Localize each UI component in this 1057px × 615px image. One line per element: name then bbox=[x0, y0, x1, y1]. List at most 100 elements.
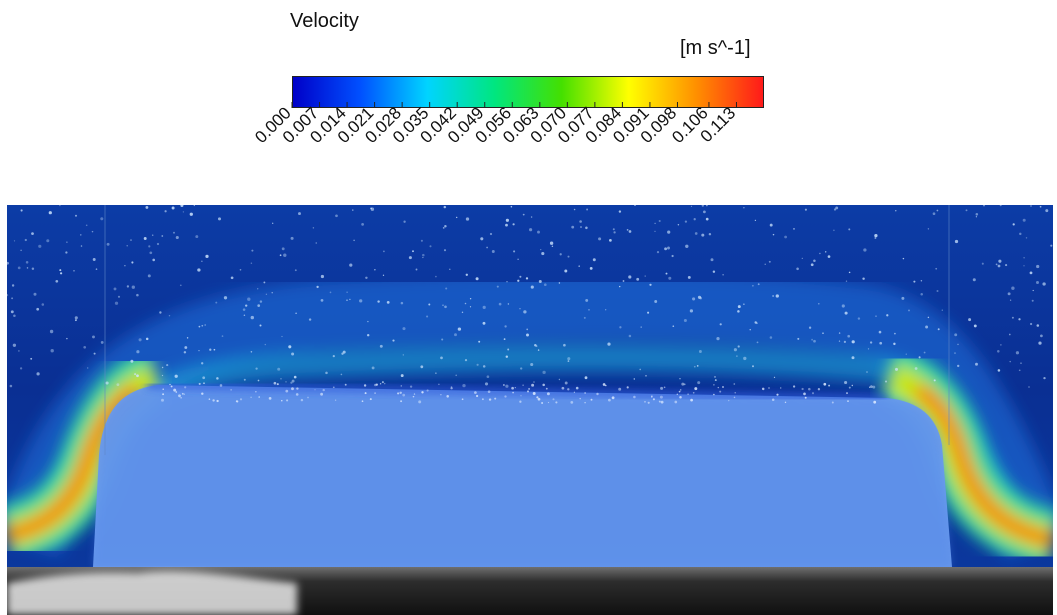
particle bbox=[831, 401, 834, 404]
particle bbox=[714, 379, 717, 382]
particle bbox=[1000, 344, 1002, 346]
particle bbox=[570, 401, 574, 404]
particle bbox=[813, 259, 816, 262]
particle bbox=[1039, 205, 1042, 208]
particle bbox=[957, 364, 960, 368]
particle bbox=[757, 283, 760, 286]
particle bbox=[469, 306, 472, 308]
particle bbox=[844, 380, 848, 385]
particle bbox=[239, 398, 243, 401]
particle bbox=[660, 400, 664, 404]
particle bbox=[491, 250, 495, 253]
particle bbox=[895, 210, 897, 212]
particle bbox=[486, 375, 490, 379]
particle bbox=[801, 387, 804, 391]
particle bbox=[663, 386, 666, 389]
particle bbox=[505, 384, 509, 388]
particle bbox=[645, 375, 647, 377]
particle bbox=[526, 333, 529, 337]
particle bbox=[823, 382, 827, 386]
particle bbox=[667, 246, 670, 250]
particle bbox=[161, 398, 164, 402]
particle bbox=[340, 373, 343, 376]
particle bbox=[307, 396, 309, 399]
particle bbox=[124, 264, 126, 267]
particle bbox=[402, 354, 404, 356]
particle bbox=[281, 247, 285, 251]
particle bbox=[634, 205, 636, 206]
particle bbox=[230, 276, 234, 280]
particle bbox=[346, 291, 348, 294]
colorbar bbox=[292, 76, 764, 108]
particle bbox=[216, 399, 219, 403]
particle bbox=[690, 205, 693, 208]
particle bbox=[400, 385, 403, 387]
particle bbox=[997, 264, 1001, 268]
particle bbox=[647, 401, 650, 404]
particle bbox=[134, 373, 137, 376]
particle bbox=[475, 277, 479, 281]
particle bbox=[145, 205, 149, 209]
particle bbox=[851, 356, 855, 360]
particle bbox=[1023, 257, 1025, 259]
particle bbox=[46, 239, 50, 243]
particle bbox=[212, 399, 215, 402]
particle bbox=[268, 397, 272, 400]
particle bbox=[756, 341, 759, 344]
particle bbox=[31, 232, 34, 235]
particle bbox=[549, 241, 554, 245]
particle bbox=[147, 274, 151, 278]
particle bbox=[496, 285, 499, 288]
particle bbox=[41, 303, 45, 306]
particle bbox=[285, 381, 287, 383]
particle bbox=[847, 334, 851, 338]
particle bbox=[259, 324, 262, 327]
particle bbox=[920, 280, 923, 282]
particle bbox=[286, 399, 289, 402]
particle bbox=[12, 343, 17, 347]
particle bbox=[736, 355, 738, 357]
particle bbox=[1005, 264, 1008, 267]
particle bbox=[276, 383, 279, 386]
particle bbox=[613, 231, 616, 234]
particle bbox=[660, 386, 664, 390]
particle bbox=[250, 396, 252, 399]
particle bbox=[152, 258, 156, 262]
current-interface bbox=[146, 382, 888, 401]
particle bbox=[968, 318, 972, 322]
particle bbox=[285, 389, 289, 393]
particle bbox=[998, 259, 1002, 263]
particle bbox=[658, 400, 661, 403]
particle bbox=[752, 284, 754, 287]
particle bbox=[131, 261, 134, 264]
particle bbox=[561, 386, 565, 390]
particle bbox=[290, 381, 293, 384]
particle bbox=[480, 237, 484, 241]
particle bbox=[914, 367, 918, 370]
particle bbox=[204, 324, 207, 326]
particle bbox=[838, 332, 841, 334]
particle bbox=[884, 380, 888, 383]
particle bbox=[435, 372, 437, 374]
particle bbox=[667, 230, 671, 234]
particle bbox=[954, 333, 958, 337]
particle bbox=[1036, 281, 1039, 284]
particle bbox=[808, 326, 812, 329]
particle bbox=[359, 299, 363, 303]
particle bbox=[901, 296, 905, 300]
particle bbox=[752, 365, 754, 368]
particle bbox=[131, 285, 135, 289]
particle bbox=[314, 389, 316, 391]
particle bbox=[743, 356, 747, 361]
particle bbox=[209, 348, 212, 351]
particle bbox=[862, 277, 865, 280]
particle bbox=[445, 287, 448, 290]
particle bbox=[498, 302, 502, 306]
particle bbox=[927, 228, 930, 230]
particle bbox=[161, 374, 164, 377]
particle bbox=[183, 351, 187, 354]
particle bbox=[402, 327, 406, 331]
particle bbox=[361, 400, 364, 403]
particle bbox=[886, 314, 889, 317]
particle bbox=[654, 300, 658, 303]
